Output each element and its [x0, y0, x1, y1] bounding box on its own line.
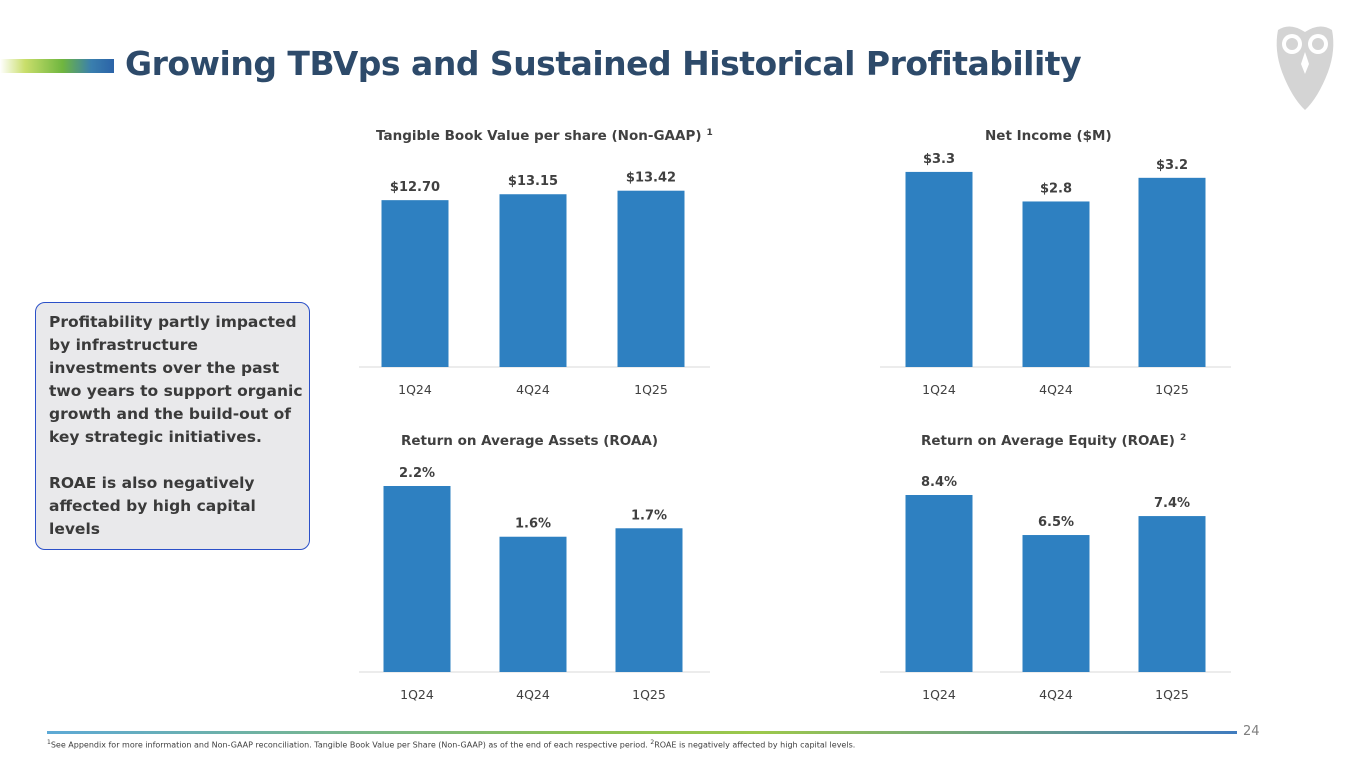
chart-roae-tick-4q24: 4Q24 — [1039, 687, 1073, 702]
chart-roaa-tick-4q24: 4Q24 — [516, 687, 550, 702]
chart-roae: Return on Average Equity (ROAE) 2 8.4% 1Q2… — [880, 433, 1231, 702]
chart-tbvps-tick-1q24: 1Q24 — [398, 382, 432, 397]
chart-tbvps: Tangible Book Value per share (Non-GAAP)… — [359, 128, 713, 397]
chart-roaa-bar-4q24 — [499, 536, 567, 672]
chart-roaa-data-label-1q25: 1.7% — [631, 508, 667, 523]
chart-tbvps-title: Tangible Book Value per share (Non-GAAP)… — [376, 128, 713, 144]
footnote-2-text: ROAE is negatively affected by high capi… — [654, 740, 856, 750]
chart-net-income-tick-4q24: 4Q24 — [1039, 382, 1073, 397]
chart-tbvps-bar-1q25 — [617, 190, 685, 367]
chart-roae-tick-1q25: 1Q25 — [1155, 687, 1189, 702]
chart-roaa-tick-1q24: 1Q24 — [400, 687, 434, 702]
chart-roae-bar-1q25 — [1138, 516, 1206, 672]
chart-net-income-bar-1q25 — [1138, 177, 1206, 367]
chart-tbvps-bar-4q24 — [499, 194, 567, 367]
chart-tbvps-title-sup: 1 — [707, 128, 713, 138]
chart-net-income-bar-1q24 — [905, 171, 973, 367]
chart-tbvps-data-label-1q24: $12.70 — [390, 180, 440, 195]
callout-paragraph-infrastructure: Profitability partly impacted by infrast… — [49, 313, 303, 446]
chart-roae-title: Return on Average Equity (ROAE) 2 — [921, 433, 1186, 449]
chart-roaa-title: Return on Average Assets (ROAA) — [401, 433, 658, 449]
callout-paragraph-roae: ROAE is also negatively affected by high… — [49, 474, 256, 538]
chart-roaa-bar-1q24 — [383, 486, 451, 672]
chart-net-income-bar-4q24 — [1022, 201, 1090, 367]
chart-tbvps-tick-1q25: 1Q25 — [634, 382, 668, 397]
chart-roaa: Return on Average Assets (ROAA) 2.2% 1Q24… — [359, 433, 710, 702]
chart-roae-tick-1q24: 1Q24 — [922, 687, 956, 702]
chart-roae-data-label-4q24: 6.5% — [1038, 515, 1074, 530]
chart-roaa-data-label-1q24: 2.2% — [399, 466, 435, 481]
chart-net-income-data-label-1q25: $3.2 — [1156, 158, 1188, 173]
chart-tbvps-bar-1q24 — [381, 200, 449, 367]
footnote: 1See Appendix for more information and N… — [47, 739, 855, 750]
footnote-1-marker: 1 — [47, 739, 51, 746]
profitability-callout: Profitability partly impacted by infrast… — [35, 302, 310, 550]
chart-net-income-tick-1q24: 1Q24 — [922, 382, 956, 397]
owl-logo-icon — [1276, 26, 1334, 111]
chart-roae-data-label-1q24: 8.4% — [921, 475, 957, 490]
footer-accent-bar — [47, 731, 1237, 734]
chart-roae-data-label-1q25: 7.4% — [1154, 496, 1190, 511]
chart-tbvps-tick-4q24: 4Q24 — [516, 382, 550, 397]
chart-tbvps-data-label-1q25: $13.42 — [626, 171, 676, 186]
chart-roaa-bar-1q25 — [615, 528, 683, 672]
chart-tbvps-data-label-4q24: $13.15 — [508, 174, 558, 189]
footnote-1-text: See Appendix for more information and No… — [50, 740, 651, 750]
title-accent-bar — [0, 59, 114, 73]
chart-net-income-tick-1q25: 1Q25 — [1155, 382, 1189, 397]
chart-net-income-data-label-4q24: $2.8 — [1040, 181, 1072, 196]
chart-net-income: Net Income ($M) $3.3 1Q24 $2.8 4Q24 $3.2 1Q25 — [880, 128, 1231, 397]
page-number: 24 — [1243, 724, 1260, 739]
chart-roaa-data-label-4q24: 1.6% — [515, 517, 551, 532]
chart-roaa-tick-1q25: 1Q25 — [632, 687, 666, 702]
chart-roae-title-sup: 2 — [1180, 433, 1186, 443]
chart-roae-bar-1q24 — [905, 495, 973, 672]
footnote-2-marker: 2 — [650, 739, 655, 746]
chart-roae-bar-4q24 — [1022, 535, 1090, 672]
chart-net-income-title: Net Income ($M) — [985, 128, 1112, 144]
chart-net-income-data-label-1q24: $3.3 — [923, 152, 955, 167]
page-title: Growing TBVps and Sustained Historical P… — [125, 44, 1082, 83]
